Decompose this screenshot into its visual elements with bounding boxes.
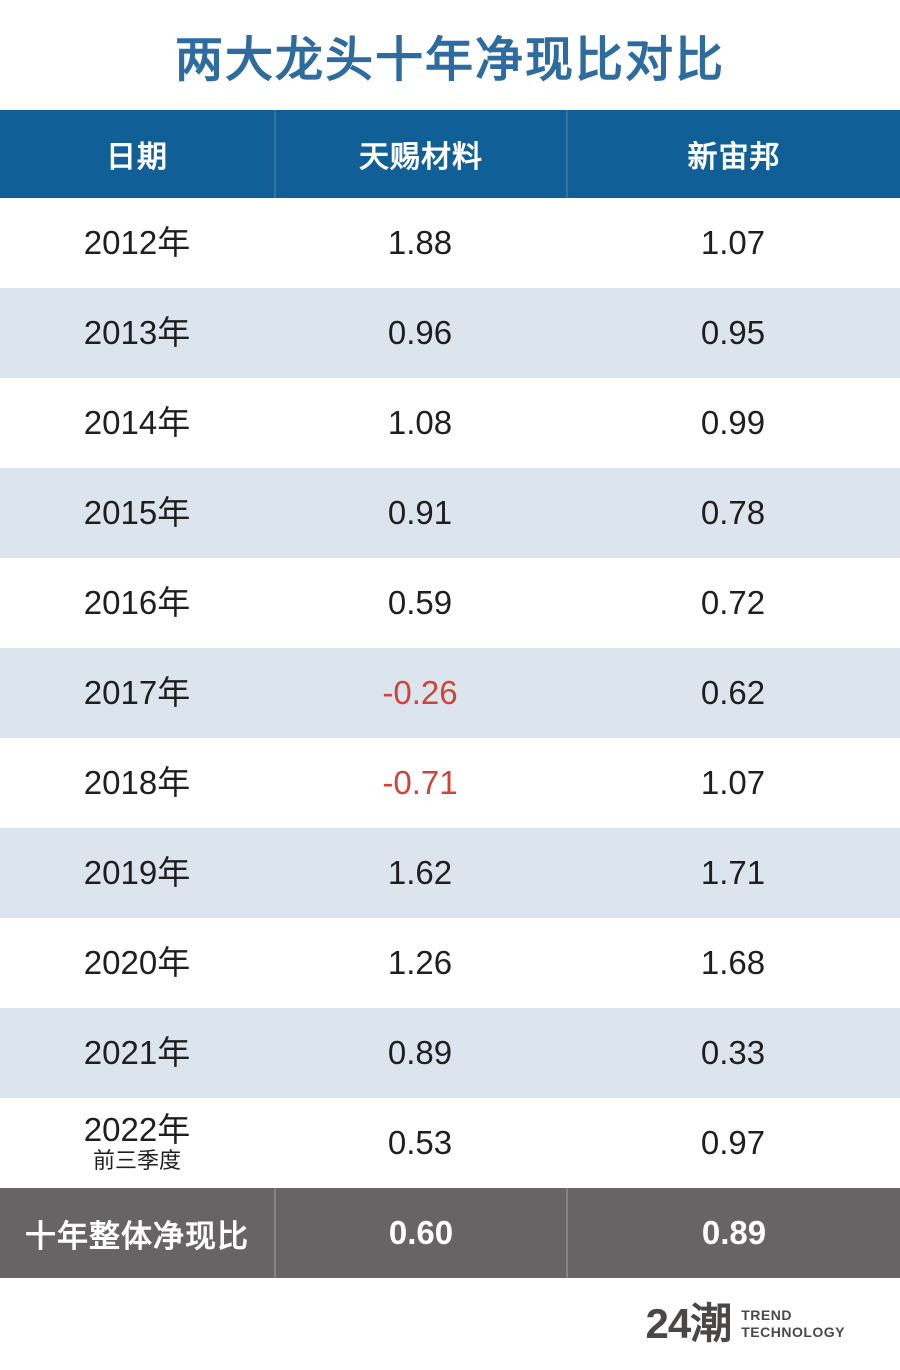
footer-capchem-value: 0.89 <box>566 1188 900 1278</box>
brand-logo: 24潮 TREND TECHNOLOGY <box>646 1303 846 1345</box>
date-label: 2017年 <box>83 673 191 711</box>
date-cell: 2021年 <box>0 1033 274 1071</box>
table-footer-row: 十年整体净现比 0.60 0.89 <box>0 1188 900 1278</box>
tinci-value: 0.53 <box>387 1124 453 1161</box>
footer-tinci-value: 0.60 <box>274 1188 566 1278</box>
capchem-value: 0.97 <box>700 1124 766 1161</box>
logo-24chao-mark: 24潮 <box>645 1300 733 1347</box>
date-label: 2021年 <box>83 1033 191 1071</box>
footer-label: 十年整体净现比 <box>25 1218 249 1254</box>
date-label: 2015年 <box>83 493 191 531</box>
comparison-table: 日期 天赐材料 新宙邦 2012年 1.88 1.07 2013年 0.96 0… <box>0 110 900 1278</box>
logo-tagline-line1: TREND <box>741 1307 792 1324</box>
capchem-value: 0.95 <box>700 314 766 351</box>
header-cell-date: 日期 <box>106 141 168 174</box>
page-title: 两大龙头十年净现比对比 <box>174 34 725 87</box>
capchem-value: 0.99 <box>700 404 766 441</box>
tinci-value: 0.89 <box>387 1034 453 1071</box>
capchem-value: 0.72 <box>700 584 766 621</box>
date-cell: 2017年 <box>0 673 274 711</box>
tinci-value: -0.71 <box>382 764 458 801</box>
table-row-2017: 2017年 -0.26 0.62 <box>0 648 900 738</box>
capchem-value: 1.07 <box>700 224 766 261</box>
table-row-2019: 2019年 1.62 1.71 <box>0 828 900 918</box>
table-row-2015: 2015年 0.91 0.78 <box>0 468 900 558</box>
table-header-row: 日期 天赐材料 新宙邦 <box>0 110 900 198</box>
table-row-2022: 2022年 前三季度 0.53 0.97 <box>0 1098 900 1188</box>
date-cell: 2022年 前三季度 <box>0 1110 274 1175</box>
tinci-value: 1.62 <box>387 854 453 891</box>
capchem-value: 0.62 <box>700 674 766 711</box>
tinci-value: 0.59 <box>387 584 453 621</box>
date-label: 2013年 <box>83 313 191 351</box>
tinci-value: 1.26 <box>387 944 453 981</box>
table-row-2012: 2012年 1.88 1.07 <box>0 198 900 288</box>
capchem-value: 1.68 <box>700 944 766 981</box>
date-cell: 2019年 <box>0 853 274 891</box>
table-row-2020: 2020年 1.26 1.68 <box>0 918 900 1008</box>
table-row-2013: 2013年 0.96 0.95 <box>0 288 900 378</box>
table-row-2016: 2016年 0.59 0.72 <box>0 558 900 648</box>
date-label: 2022年 <box>83 1110 191 1148</box>
tinci-value: -0.26 <box>382 674 458 711</box>
table-row-2014: 2014年 1.08 0.99 <box>0 378 900 468</box>
bottom-bar: 24潮 TREND TECHNOLOGY <box>0 1278 900 1370</box>
date-cell: 2015年 <box>0 493 274 531</box>
header-cell-tinci: 天赐材料 <box>274 110 566 198</box>
date-label: 2014年 <box>83 403 191 441</box>
header-cell-capchem: 新宙邦 <box>566 110 900 198</box>
date-cell: 2014年 <box>0 403 274 441</box>
date-label: 2019年 <box>83 853 191 891</box>
capchem-value: 1.07 <box>700 764 766 801</box>
tinci-value: 0.96 <box>387 314 453 351</box>
logo-tagline-line2: TECHNOLOGY <box>741 1324 845 1340</box>
date-label: 2020年 <box>83 943 191 981</box>
table-row-2021: 2021年 0.89 0.33 <box>0 1008 900 1098</box>
date-cell: 2018年 <box>0 763 274 801</box>
logo-tagline: TREND TECHNOLOGY <box>741 1307 845 1341</box>
tinci-value: 1.88 <box>387 224 453 261</box>
capchem-value: 0.78 <box>700 494 766 531</box>
date-cell: 2020年 <box>0 943 274 981</box>
title-bar: 两大龙头十年净现比对比 <box>0 0 900 110</box>
capchem-value: 1.71 <box>700 854 766 891</box>
date-cell: 2016年 <box>0 583 274 621</box>
table-row-2018: 2018年 -0.71 1.07 <box>0 738 900 828</box>
tinci-value: 1.08 <box>387 404 453 441</box>
date-sub-label: 前三季度 <box>92 1147 181 1173</box>
date-cell: 2012年 <box>0 223 274 261</box>
tinci-value: 0.91 <box>387 494 453 531</box>
date-cell: 2013年 <box>0 313 274 351</box>
date-label: 2016年 <box>83 583 191 621</box>
capchem-value: 0.33 <box>700 1034 766 1071</box>
date-label: 2012年 <box>83 223 191 261</box>
date-label: 2018年 <box>83 763 191 801</box>
